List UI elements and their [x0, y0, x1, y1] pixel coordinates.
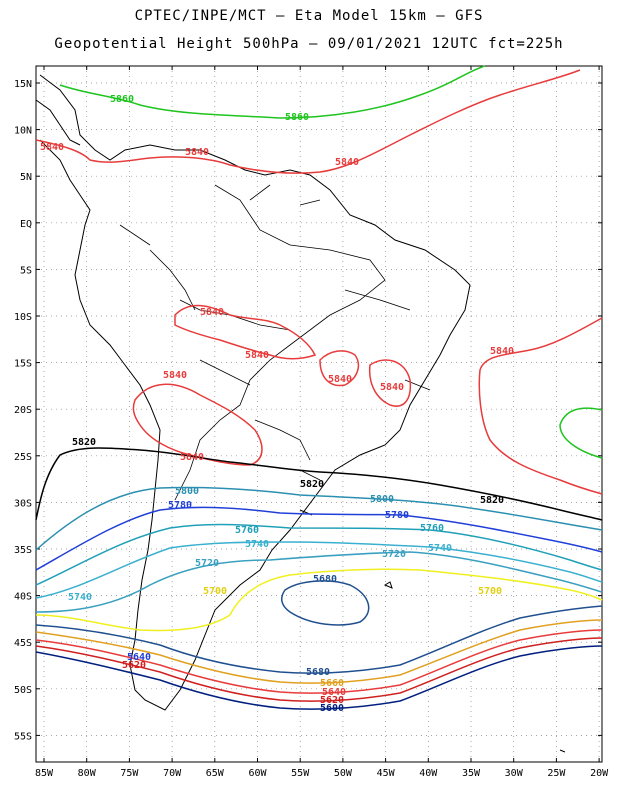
- contour-label: 5840: [185, 147, 209, 158]
- contour-5860-east: [559, 407, 603, 459]
- lat-label: 15S: [14, 359, 32, 370]
- contour-label: 5840: [380, 382, 404, 393]
- lon-label: 80W: [78, 768, 97, 779]
- lat-label: 40S: [14, 592, 32, 603]
- contour-5620: [35, 637, 603, 702]
- contour-label: 5840: [245, 350, 269, 361]
- lat-label: 15N: [14, 79, 32, 90]
- contour-label: 5720: [382, 549, 406, 560]
- contour-5640: [35, 629, 603, 694]
- contour-5700: [35, 568, 603, 632]
- contour-5660: [35, 619, 603, 684]
- lon-label: 55W: [291, 768, 310, 779]
- map-subtitle: Geopotential Height 500hPa – 09/01/2021 …: [54, 36, 564, 52]
- graticule-grid: [36, 66, 602, 762]
- contour-label: 5780: [168, 500, 192, 511]
- lon-label: 70W: [163, 768, 182, 779]
- contour-label: 5780: [385, 510, 409, 521]
- contour-label: 5860: [285, 112, 309, 123]
- lat-label: 5N: [20, 172, 32, 183]
- axis-ticks: [36, 66, 602, 762]
- lon-label: 20W: [590, 768, 609, 779]
- lat-label: 45S: [14, 638, 32, 649]
- contour-5860-north: [59, 65, 486, 119]
- lon-label: 30W: [505, 768, 524, 779]
- lat-label: EQ: [20, 219, 32, 230]
- lon-label: 35W: [462, 768, 481, 779]
- contour-label: 5620: [122, 660, 146, 671]
- lon-label: 40W: [419, 768, 438, 779]
- contour-label: 5700: [478, 586, 502, 597]
- lat-label: 25S: [14, 452, 32, 463]
- contour-label: 5760: [235, 525, 259, 536]
- contour-5780: [35, 506, 603, 571]
- contour-5840-bolivia: [174, 304, 317, 360]
- contour-label: 5800: [175, 486, 199, 497]
- contour-5840-brazil: [319, 350, 360, 387]
- lon-label: 50W: [334, 768, 353, 779]
- lon-label: 25W: [547, 768, 566, 779]
- lat-label: 10S: [14, 312, 32, 323]
- contour-label: 5740: [428, 543, 452, 554]
- lat-label: 20S: [14, 405, 32, 416]
- south-america-coastline: [39, 74, 471, 711]
- contour-5820: [35, 447, 603, 521]
- contour-label: 5860: [110, 94, 134, 105]
- contour-5680: [35, 605, 603, 674]
- contour-label: 5640: [127, 652, 151, 663]
- contour-5800: [35, 486, 603, 551]
- contour-label: 5840: [40, 142, 64, 153]
- contour-label: 5820: [300, 479, 324, 490]
- contour-label: 5700: [203, 586, 227, 597]
- contour-label: 5600: [320, 703, 344, 714]
- contour-label: 5840: [200, 307, 224, 318]
- lon-label: 75W: [120, 768, 139, 779]
- contour-5680-low: [280, 580, 370, 626]
- latitude-labels: 15N 10N 5N EQ 5S 10S 15S 20S 25S 30S 35S 40S 45S 50S 5…: [14, 79, 32, 742]
- map-title: CPTEC/INPE/MCT – Eta Model 15km – GFS: [134, 8, 484, 24]
- contour-label: 5620: [320, 695, 344, 706]
- lat-label: 50S: [14, 685, 32, 696]
- contour-5720: [35, 551, 603, 613]
- contour-label: 5840: [328, 374, 352, 385]
- contour-label: 5680: [313, 574, 337, 585]
- contour-label: 5840: [335, 157, 359, 168]
- contour-label: 5740: [68, 592, 92, 603]
- lon-label: 65W: [206, 768, 225, 779]
- contour-label: 5840: [163, 370, 187, 381]
- lat-label: 10N: [14, 126, 32, 137]
- lat-label: 55S: [14, 731, 32, 742]
- lon-label: 85W: [35, 768, 54, 779]
- lat-label: 35S: [14, 545, 32, 556]
- contour-5760: [35, 523, 603, 586]
- lon-label: 45W: [377, 768, 396, 779]
- contour-5600: [35, 645, 603, 710]
- contour-labels: 5860 5860 5840 5840 5840 5840 5840 5840 …: [40, 94, 514, 714]
- contour-label: 5840: [490, 346, 514, 357]
- contour-5840-east: [478, 317, 603, 495]
- contour-label: 5680: [306, 667, 330, 678]
- contour-layer: [35, 65, 603, 710]
- contour-5840-east-brazil: [368, 359, 412, 407]
- contour-label: 5840: [180, 452, 204, 463]
- lon-label: 60W: [248, 768, 267, 779]
- contour-label: 5640: [322, 687, 346, 698]
- contour-label: 5760: [420, 523, 444, 534]
- contour-label: 5720: [195, 558, 219, 569]
- contour-5740: [35, 541, 603, 599]
- contour-label: 5800: [370, 494, 394, 505]
- contour-label: 5740: [245, 539, 269, 550]
- longitude-labels: 85W 80W 75W 70W 65W 60W 55W 50W 45W 40W 35W 30W 25W 2…: [35, 768, 609, 779]
- contour-label: 5820: [72, 437, 96, 448]
- contour-label: 5820: [480, 495, 504, 506]
- lat-label: 30S: [14, 498, 32, 509]
- lat-label: 5S: [20, 265, 32, 276]
- contour-label: 5660: [320, 678, 344, 689]
- plot-frame: [35, 65, 603, 763]
- central-america-coastline: [35, 99, 81, 146]
- contour-5840-north: [35, 69, 581, 174]
